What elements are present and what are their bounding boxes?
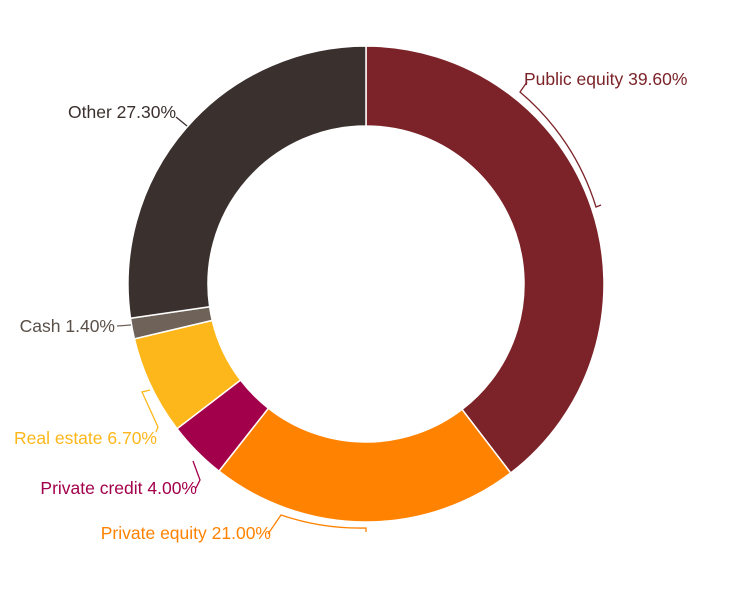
donut-slices — [127, 45, 605, 523]
label-other: Other 27.30% — [68, 102, 176, 122]
label-connectors — [116, 81, 602, 535]
label-private-credit: Private credit 4.00% — [40, 478, 197, 498]
connector-public-equity — [519, 81, 602, 208]
label-private-equity: Private equity 21.00% — [101, 523, 271, 543]
slice-other[interactable] — [127, 45, 367, 320]
connector-private-credit — [192, 460, 201, 489]
label-real-estate: Real estate 6.70% — [14, 428, 157, 448]
slice-public-equity[interactable] — [365, 45, 605, 475]
slice-labels: Public equity 39.60% Other 27.30% Cash 1… — [14, 69, 687, 543]
connector-real-estate — [141, 389, 159, 433]
label-cash: Cash 1.40% — [20, 316, 115, 336]
connector-private-equity — [267, 514, 367, 535]
slice-private-equity[interactable] — [217, 407, 512, 523]
label-public-equity: Public equity 39.60% — [524, 69, 687, 89]
connector-other — [175, 116, 188, 127]
connector-cash — [116, 324, 132, 327]
